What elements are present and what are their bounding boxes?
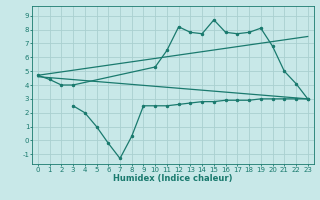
X-axis label: Humidex (Indice chaleur): Humidex (Indice chaleur): [113, 174, 233, 183]
